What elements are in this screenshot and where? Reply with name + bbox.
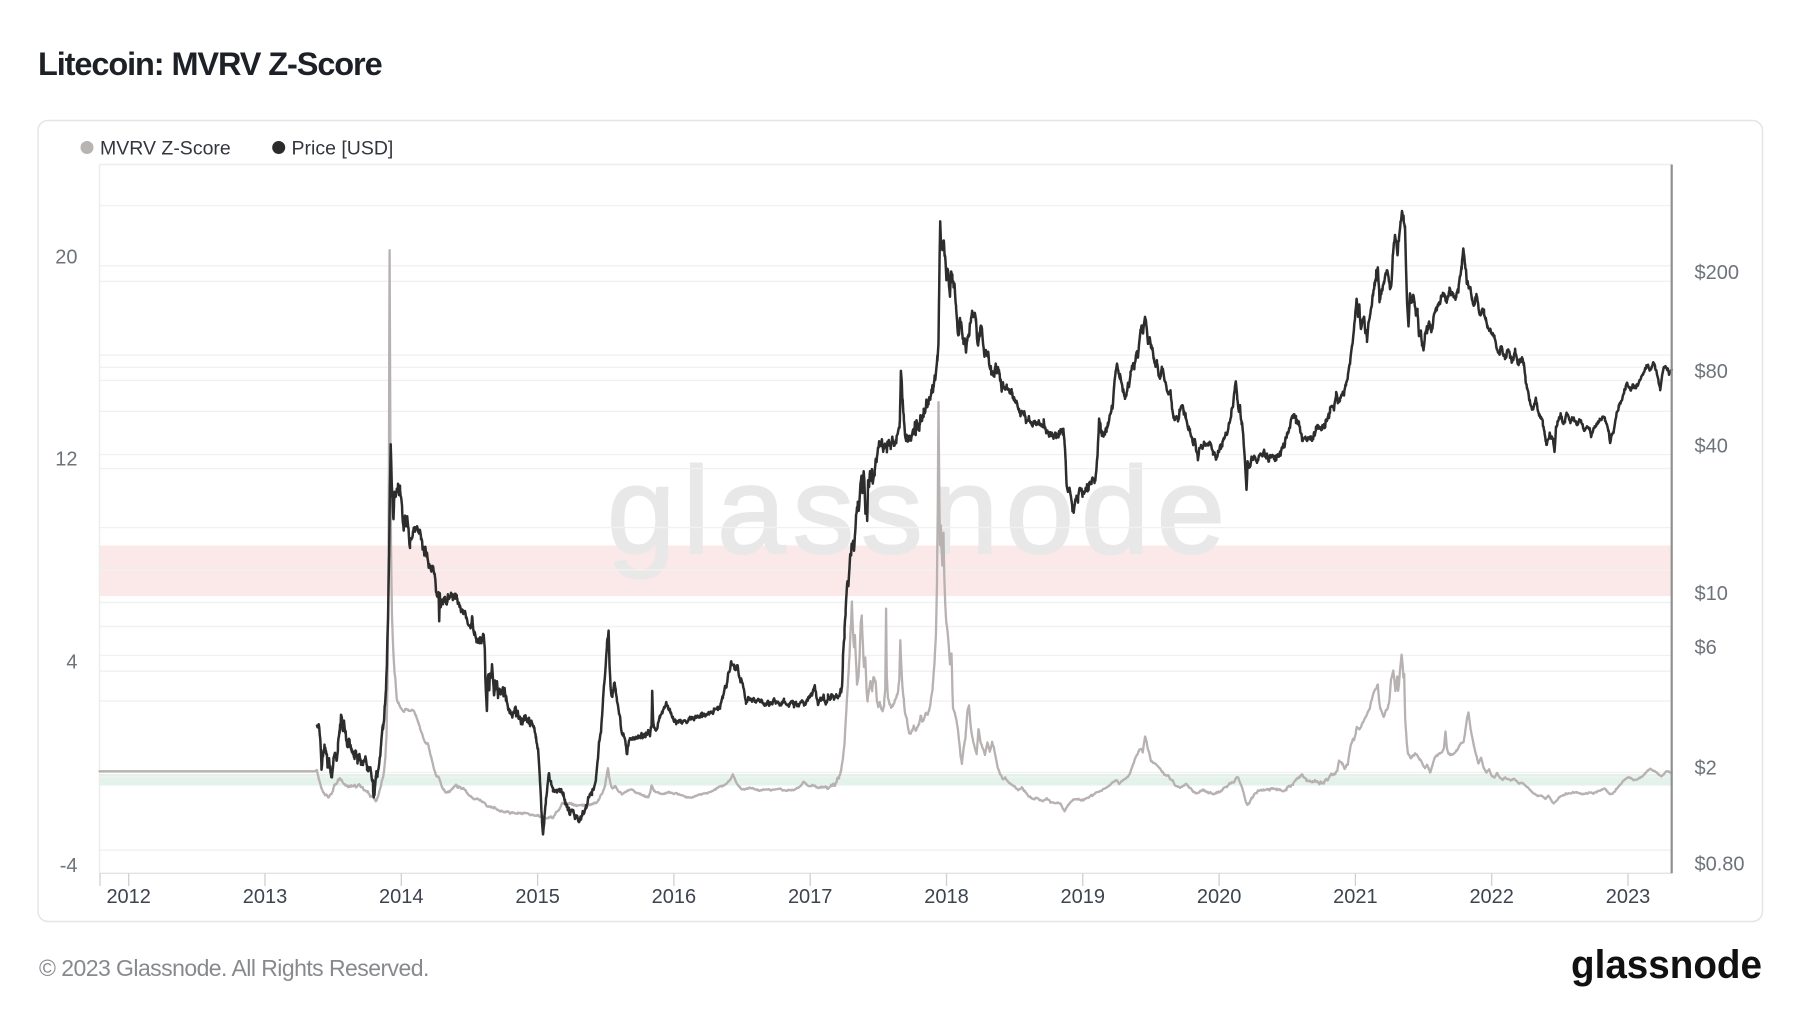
svg-text:2012: 2012 <box>106 886 151 908</box>
svg-text:© 2023 Glassnode. All Rights R: © 2023 Glassnode. All Rights Reserved. <box>39 955 429 981</box>
svg-text:12: 12 <box>55 448 77 470</box>
svg-text:MVRV Z-Score: MVRV Z-Score <box>100 138 231 160</box>
svg-text:2019: 2019 <box>1061 886 1106 908</box>
svg-text:2020: 2020 <box>1197 886 1242 908</box>
svg-text:$6: $6 <box>1695 637 1717 659</box>
svg-text:2022: 2022 <box>1469 886 1514 908</box>
svg-text:glassnode: glassnode <box>607 443 1225 580</box>
svg-text:-4: -4 <box>60 855 78 877</box>
svg-text:$2: $2 <box>1695 758 1717 780</box>
svg-text:2021: 2021 <box>1333 886 1378 908</box>
svg-text:glassnode: glassnode <box>1571 943 1762 987</box>
svg-text:$200: $200 <box>1695 262 1740 284</box>
svg-text:4: 4 <box>66 652 77 674</box>
svg-text:2015: 2015 <box>515 886 560 908</box>
svg-text:Litecoin: MVRV Z-Score: Litecoin: MVRV Z-Score <box>38 46 382 82</box>
svg-text:2017: 2017 <box>788 886 833 908</box>
svg-text:20: 20 <box>55 247 77 269</box>
svg-text:$10: $10 <box>1695 583 1728 605</box>
svg-text:$0.80: $0.80 <box>1695 853 1745 875</box>
svg-text:$40: $40 <box>1695 435 1728 457</box>
svg-text:2014: 2014 <box>379 886 424 908</box>
svg-text:2016: 2016 <box>652 886 697 908</box>
svg-text:2013: 2013 <box>243 886 288 908</box>
svg-text:Price [USD]: Price [USD] <box>292 138 394 160</box>
svg-text:2023: 2023 <box>1606 886 1651 908</box>
svg-text:2018: 2018 <box>924 886 969 908</box>
svg-text:$80: $80 <box>1695 361 1728 383</box>
